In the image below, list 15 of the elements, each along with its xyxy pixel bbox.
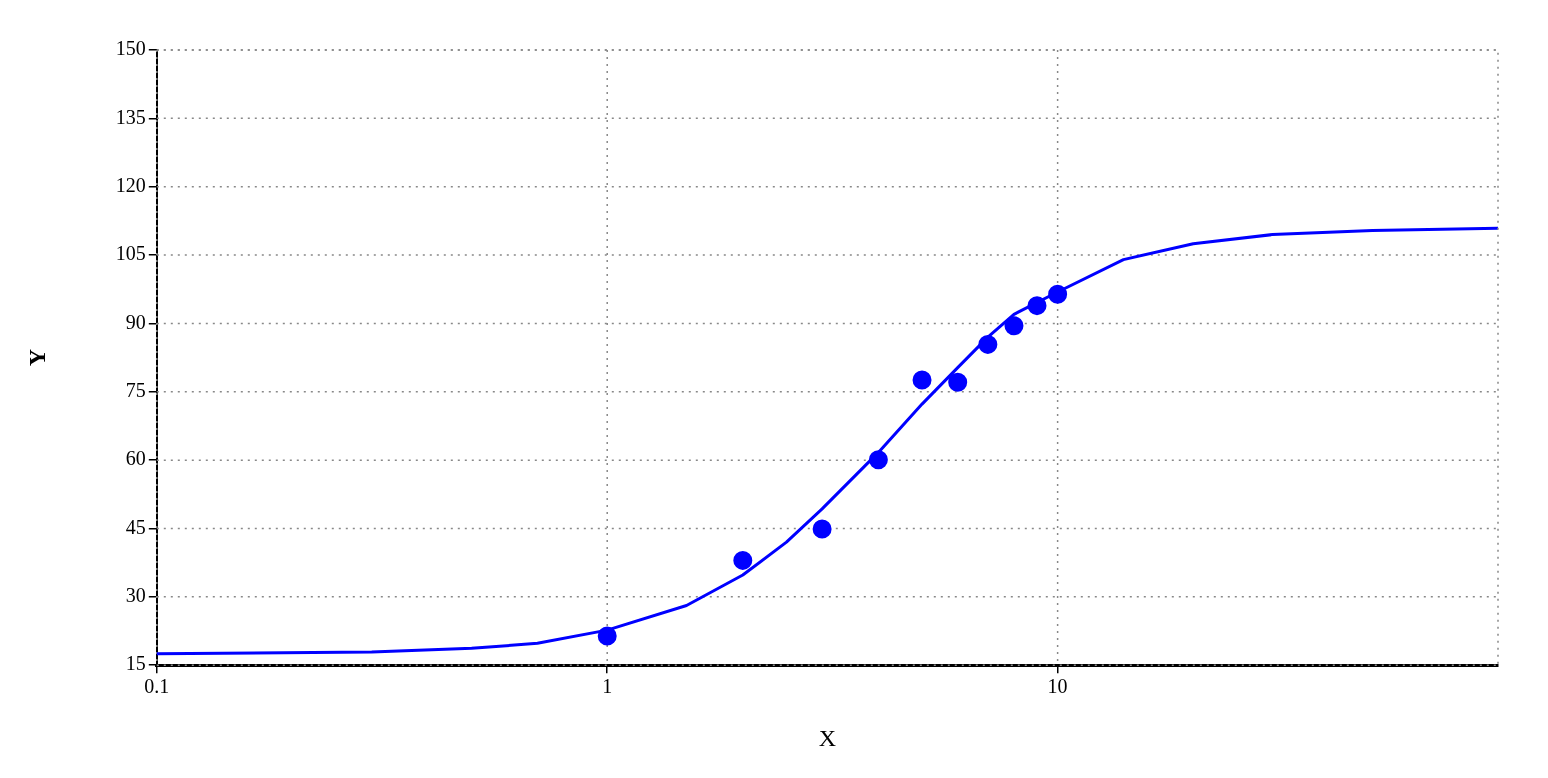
- x-axis-title: X: [818, 724, 837, 751]
- y-tick-label: 105: [115, 242, 146, 265]
- y-tick-label: 45: [125, 515, 146, 538]
- y-tick-label: 135: [115, 105, 146, 128]
- y-tick-label: 30: [125, 584, 146, 607]
- y-tick-label: 90: [125, 310, 146, 333]
- y-tick-label: 150: [115, 37, 146, 60]
- y-tick-label: 60: [125, 447, 146, 470]
- y-tick-label: 120: [115, 173, 146, 196]
- y-tick-label: 15: [125, 652, 146, 675]
- x-tick-label: 0.1: [144, 675, 170, 698]
- y-axis-title: Y: [23, 348, 50, 367]
- y-tick-label: 75: [125, 379, 146, 402]
- x-tick-label: 1: [602, 675, 613, 698]
- x-tick-label: 10: [1047, 675, 1068, 698]
